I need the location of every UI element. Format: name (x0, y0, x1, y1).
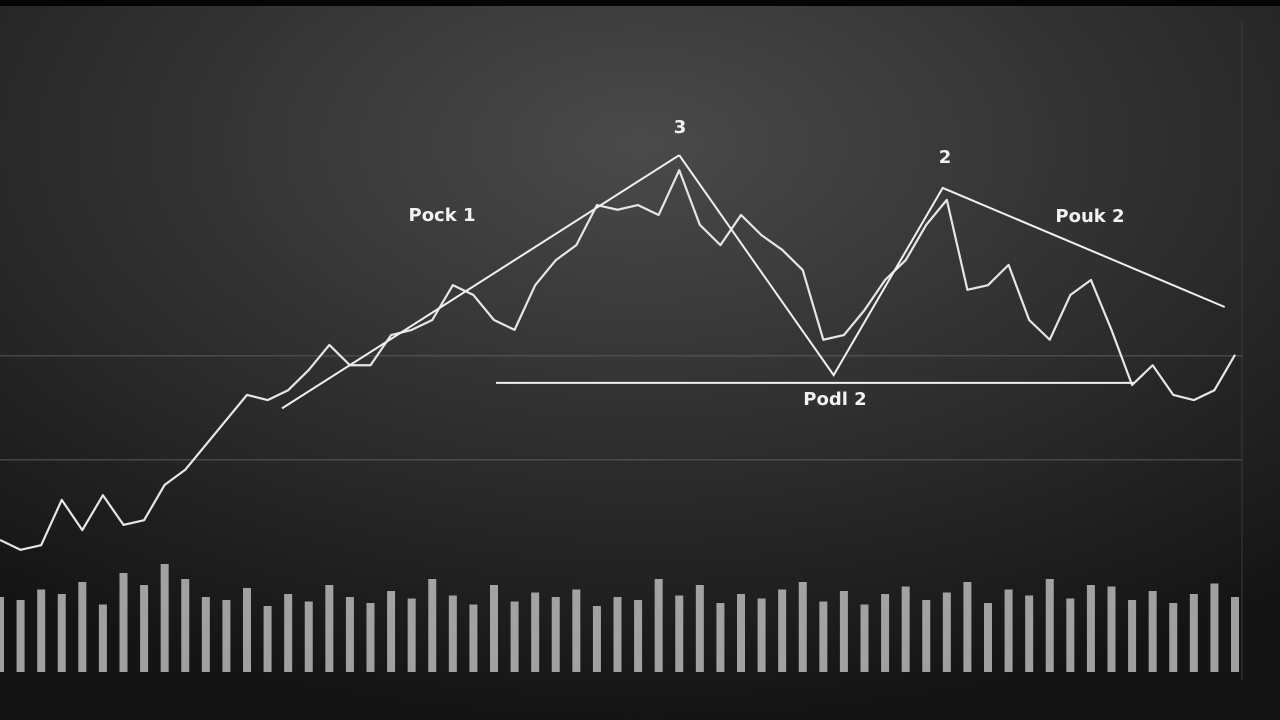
volume-bar (78, 582, 87, 672)
annotation: Podl 2 (803, 389, 866, 410)
volume-bar (387, 591, 396, 672)
volume-bar (160, 564, 169, 672)
volume-bar (531, 592, 540, 672)
volume-bar (140, 585, 149, 672)
volume-bar (469, 604, 478, 672)
volume-bar (592, 606, 601, 672)
volume-bar (695, 585, 704, 672)
trend-line (678, 154, 1226, 377)
volume-bar (798, 582, 807, 672)
volume-bar (778, 589, 787, 672)
volume-bar (613, 597, 622, 672)
volume-bar (1107, 586, 1116, 672)
price-line (0, 169, 1236, 551)
volume-bar (1148, 591, 1157, 672)
volume-bar (716, 603, 725, 672)
volume-bar (737, 594, 745, 672)
top-bar (0, 0, 1280, 6)
volume-bar (654, 579, 663, 672)
volume-bar (675, 595, 684, 672)
volume-bar (839, 591, 848, 672)
volume-bar (819, 601, 828, 672)
volume-bar (1004, 589, 1013, 672)
volume-bar (366, 603, 375, 672)
volume-bar (572, 589, 581, 672)
volume-bar (222, 600, 231, 672)
annotation: 3 (674, 117, 687, 138)
volume-bar (1086, 585, 1095, 672)
volume-bar (16, 600, 25, 672)
trend-line (281, 154, 680, 410)
volume-bar (243, 588, 251, 672)
volume-bar (1169, 603, 1178, 672)
volume-bar (1231, 597, 1239, 672)
volume-bar (942, 592, 951, 672)
volume-bar (922, 600, 931, 672)
annotation: Pouk 2 (1055, 206, 1124, 227)
volume-bar (1189, 594, 1198, 672)
volume-bar (1025, 595, 1034, 672)
volume-bar (345, 597, 354, 672)
volume-bar (860, 604, 869, 672)
volume-bar (757, 598, 766, 672)
volume-bar (963, 582, 972, 672)
volume-bar (1128, 600, 1137, 672)
volume-bar (37, 589, 46, 672)
annotation: Pock 1 (409, 205, 476, 226)
volume-bar (510, 601, 519, 672)
annotation: 2 (939, 147, 952, 168)
volume-bar (428, 579, 437, 672)
volume-bar (304, 601, 313, 672)
volume-bar (201, 597, 210, 672)
volume-bar (490, 585, 498, 672)
volume-bar (901, 586, 910, 672)
volume-bar (551, 597, 560, 672)
volume-bar (325, 585, 334, 672)
volume-bar (98, 604, 107, 672)
volume-bar (181, 579, 190, 672)
volume-bar (634, 600, 643, 672)
volume-bar (1045, 579, 1054, 672)
volume-bar (984, 603, 992, 672)
volume-bar (284, 594, 293, 672)
volume-bar (1066, 598, 1075, 672)
volume-bar (119, 573, 128, 672)
plot (0, 154, 1242, 672)
volume-bar (1210, 583, 1219, 672)
volume-bar (881, 594, 890, 672)
volume-bar (0, 597, 4, 672)
volume-bar (263, 606, 272, 672)
volume-bar (407, 598, 416, 672)
volume-bar (448, 595, 457, 672)
volume-bar (57, 594, 66, 672)
